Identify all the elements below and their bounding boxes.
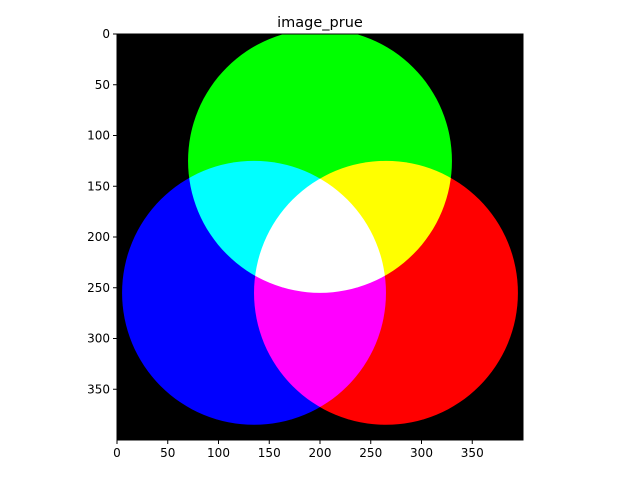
red-circle bbox=[254, 160, 518, 425]
x-tick-label: 300 bbox=[410, 446, 433, 460]
y-tick-label: 250 bbox=[87, 281, 110, 295]
y-tick-label: 350 bbox=[87, 382, 110, 396]
y-tick-label: 200 bbox=[87, 230, 110, 244]
x-tick-label: 100 bbox=[207, 446, 230, 460]
y-tick-label: 150 bbox=[87, 179, 110, 193]
y-tick-label: 50 bbox=[95, 78, 110, 92]
x-tick-label: 250 bbox=[359, 446, 382, 460]
y-tick-label: 300 bbox=[87, 332, 110, 346]
x-tick-label: 350 bbox=[461, 446, 484, 460]
x-tick-label: 50 bbox=[160, 446, 175, 460]
y-axis: 0 50 100 150 200 250 300 350 bbox=[87, 27, 117, 396]
chart-title: image_prue bbox=[277, 15, 363, 31]
y-tick-label: 0 bbox=[102, 27, 110, 41]
x-tick-label: 0 bbox=[113, 446, 121, 460]
y-tick-label: 100 bbox=[87, 129, 110, 143]
image-axes bbox=[116, 33, 524, 441]
x-axis: 0 50 100 150 200 250 300 350 bbox=[113, 440, 484, 460]
x-tick-label: 150 bbox=[258, 446, 281, 460]
x-tick-label: 200 bbox=[309, 446, 332, 460]
